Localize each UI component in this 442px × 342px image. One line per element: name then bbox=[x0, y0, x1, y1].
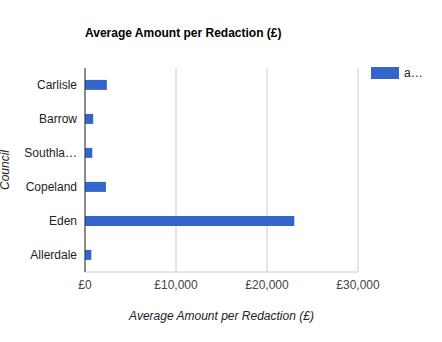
html-text:a…: a… bbox=[404, 66, 423, 80]
svg-text:Average Amount per Redaction (: Average Amount per Redaction (£) bbox=[128, 309, 314, 323]
svg-text:Eden: Eden bbox=[49, 214, 77, 228]
html-text:Average Amount per Redaction (: Average Amount per Redaction (£) bbox=[85, 26, 282, 40]
svg-text:Southla…: Southla… bbox=[24, 146, 77, 160]
svg-text:£0: £0 bbox=[78, 278, 92, 292]
svg-text:Council: Council bbox=[8, 150, 12, 190]
svg-text:Barrow: Barrow bbox=[39, 112, 77, 126]
svg-text:Copeland: Copeland bbox=[26, 180, 77, 194]
svg-text:Carlisle: Carlisle bbox=[37, 78, 77, 92]
svg-text:£30,000: £30,000 bbox=[336, 278, 380, 292]
svg-text:£20,000: £20,000 bbox=[245, 278, 289, 292]
svg-text:£10,000: £10,000 bbox=[154, 278, 198, 292]
svg-text:Allerdale: Allerdale bbox=[30, 248, 77, 262]
